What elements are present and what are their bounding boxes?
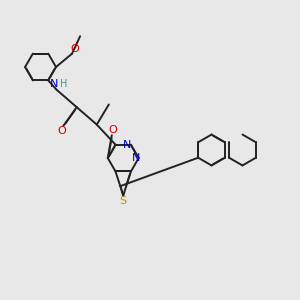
Text: H: H	[60, 79, 68, 89]
Text: O: O	[58, 126, 66, 136]
Text: N: N	[132, 153, 140, 163]
Text: N: N	[50, 80, 59, 89]
Text: O: O	[70, 44, 79, 54]
Text: N: N	[123, 140, 131, 150]
Text: O: O	[109, 125, 118, 136]
Text: S: S	[120, 196, 127, 206]
